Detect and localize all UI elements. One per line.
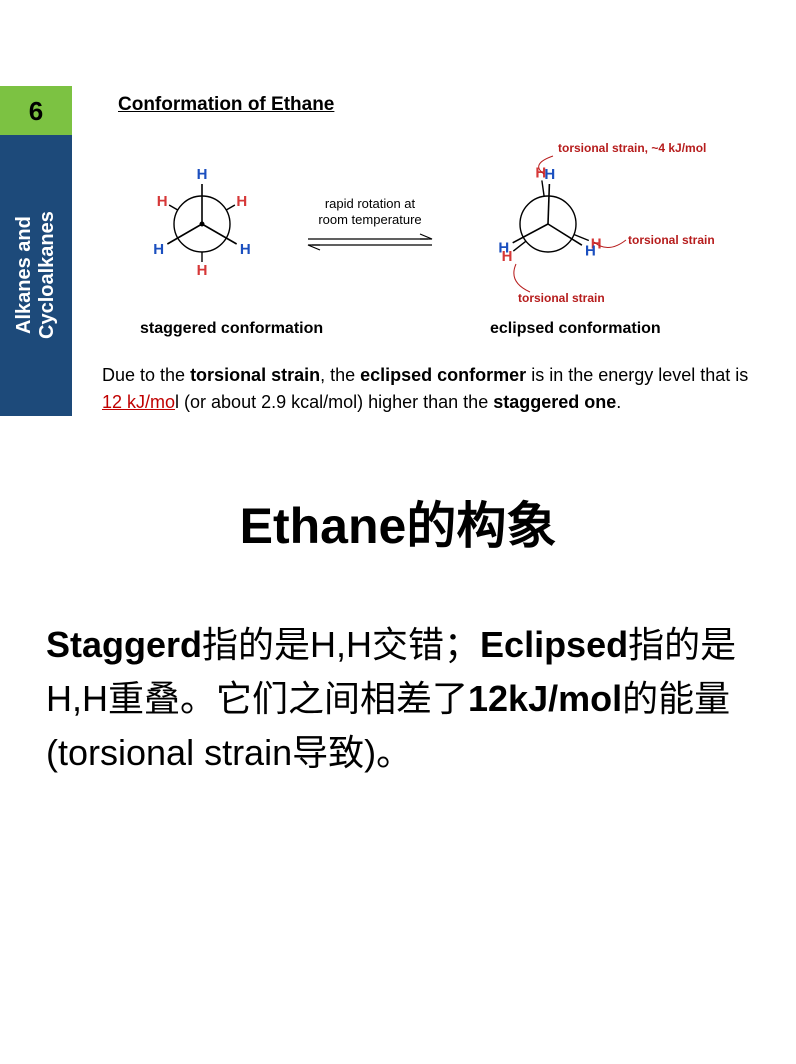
body-part5: . [616,392,621,412]
svg-text:torsional strain: torsional strain [518,291,605,305]
svg-text:H: H [498,239,509,256]
eclipsed-newman: HHHHHHtorsional strain, ~4 kJ/moltorsion… [458,134,718,314]
svg-text:H: H [157,193,168,210]
mb-b1: Staggerd [46,624,202,665]
main-title: Ethane的构象 [0,486,796,558]
body-part1: Due to the [102,365,190,385]
equilibrium-text: rapid rotation at room temperature [318,196,421,227]
sidebar: 6 Alkanes and Cycloalkanes [0,86,72,416]
eq-text-line2: room temperature [318,212,421,227]
sidebar-chapter-label: Alkanes and Cycloalkanes [0,135,72,416]
eclipsed-label: eclipsed conformation [490,320,730,338]
staggered-label: staggered conformation [140,320,350,338]
body-bold1: torsional strain [190,365,320,385]
svg-text:torsional strain: torsional strain [628,233,715,247]
slide-body-text: Due to the torsional strain, the eclipse… [102,362,756,416]
svg-text:H: H [197,166,208,183]
staggered-newman: H H H H H H [122,144,282,304]
svg-text:H: H [544,166,555,183]
section-title: Conformation of Ethane [118,94,756,116]
svg-text:H: H [240,241,251,258]
page-number: 6 [0,86,72,135]
svg-text:H: H [236,193,247,210]
svg-text:H: H [197,262,208,279]
svg-text:torsional strain, ~4 kJ/mol: torsional strain, ~4 kJ/mol [558,141,706,155]
body-bold2: eclipsed conformer [360,365,526,385]
mb-b3: 12kJ/mol [468,678,622,719]
body-part4: l (or about 2.9 kcal/mol) higher than th… [175,392,493,412]
eq-text-line1: rapid rotation at [325,196,415,211]
body-part3: is in the energy level that is [526,365,748,385]
body-bold3: staggered one [493,392,616,412]
slide-content: Conformation of Ethane H H H H H H rapid rota… [72,86,796,416]
mb-b2: Eclipsed [480,624,628,665]
slide-section: 6 Alkanes and Cycloalkanes Conformation … [0,0,796,416]
equilibrium-arrow-icon [300,232,440,252]
svg-text:H: H [153,241,164,258]
body-link: 12 kJ/mo [102,392,175,412]
main-body-text: Staggerd指的是H,H交错；Eclipsed指的是H,H重叠。它们之间相差… [0,618,796,780]
mb-t1: 指的是H,H交错； [202,624,480,665]
conformation-labels-row: staggered conformation eclipsed conforma… [122,320,756,338]
conformation-diagram: H H H H H H rapid rotation at room temperatur… [122,134,756,314]
equilibrium-arrow-block: rapid rotation at room temperature [290,196,450,251]
svg-text:H: H [585,242,596,259]
body-part2: , the [320,365,360,385]
